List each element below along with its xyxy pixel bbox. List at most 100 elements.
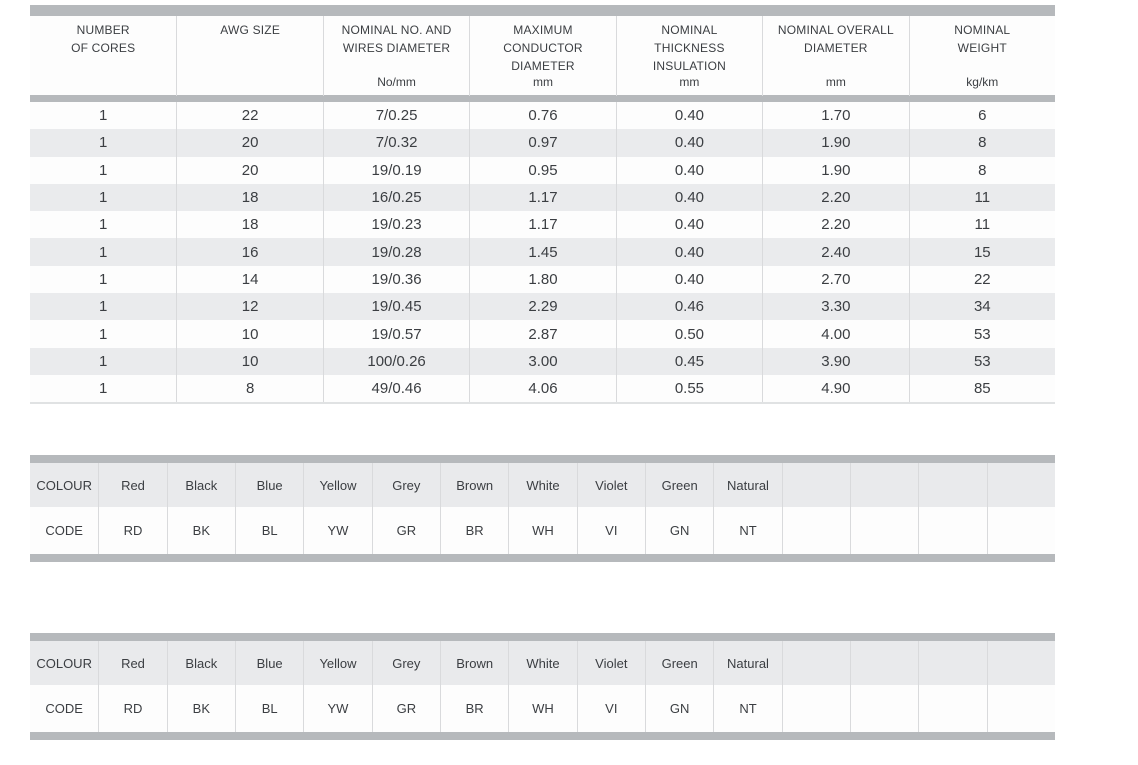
cell-insulation-thickness: 0.55: [615, 374, 762, 403]
cell-no-and-wires-diameter: 7/0.32: [322, 129, 469, 157]
cell-insulation-thickness: 0.40: [615, 156, 762, 184]
colour-code-cell: [918, 507, 986, 554]
cell-insulation-thickness: 0.40: [615, 211, 762, 239]
spec-table-row: 1 8 49/0.46 4.06 0.55 4.90 85: [30, 374, 1055, 403]
colour-name-cell: Black: [166, 641, 235, 685]
col-header-unit: mm: [679, 75, 700, 89]
col-header-label: NOMINAL OVERALL DIAMETER: [777, 23, 894, 55]
colour-name-cell: [918, 641, 986, 685]
colour-name-cell: Grey: [371, 641, 440, 685]
colour-code-cell: RD: [98, 507, 166, 554]
cell-insulation-thickness: 0.45: [615, 347, 762, 375]
cell-awg-size: 10: [176, 347, 322, 375]
colour-name-row: COLOUR Red Black Blue Yellow Grey Brown White Vi…: [30, 463, 1055, 507]
cell-overall-diameter: 4.00: [762, 320, 908, 348]
colour-name-cell: COLOUR: [36, 655, 92, 671]
cell-awg-size: 16: [176, 238, 322, 266]
cell-number-of-cores: 1: [99, 243, 108, 261]
colour-code-row: CODE RD BK BL YW GR BR WH VI GN NT: [30, 685, 1055, 732]
spec-table-header-row: NUMBER OF CORES AWG SIZE NOMINAL NO. AND…: [30, 16, 1055, 96]
cell-awg-size: 20: [176, 156, 322, 184]
cell-max-conductor-diameter: 3.00: [469, 347, 615, 375]
cell-awg-size: 20: [176, 129, 322, 157]
cell-nominal-weight: 34: [908, 293, 1055, 321]
col-header-unit: mm: [825, 75, 846, 89]
colour-code-cell: [986, 685, 1055, 732]
colour-code-cell: GR: [371, 685, 440, 732]
col-header-label: NOMINAL THICKNESS INSULATION: [652, 23, 726, 73]
colour-table-bottom-bar: [30, 732, 1055, 740]
cell-overall-diameter: 4.90: [762, 374, 908, 403]
col-header-unit: mm: [532, 75, 553, 89]
cell-insulation-thickness: 0.40: [615, 129, 762, 157]
cell-overall-diameter: 3.30: [762, 293, 908, 321]
cell-no-and-wires-diameter: 19/0.36: [322, 265, 469, 294]
cell-overall-diameter: 3.90: [762, 347, 908, 375]
colour-name-cell: Natural: [713, 463, 781, 507]
colour-code-cell: [850, 685, 918, 732]
cell-overall-diameter: 1.70: [762, 102, 908, 130]
cell-awg-size: 10: [176, 320, 322, 348]
colour-name-cell: White: [508, 641, 576, 685]
cell-number-of-cores: 1: [99, 161, 108, 179]
cell-overall-diameter: 1.90: [762, 129, 908, 157]
col-header-label: NOMINAL NO. AND WIRES DIAMETER: [341, 23, 452, 55]
colour-name-cell: Violet: [576, 641, 645, 685]
cell-insulation-thickness: 0.46: [615, 293, 762, 321]
cell-no-and-wires-diameter: 19/0.57: [322, 320, 469, 348]
cell-nominal-weight: 22: [908, 265, 1055, 294]
col-header-nominal-overall-diameter: NOMINAL OVERALL DIAMETER mm: [762, 16, 908, 96]
colour-code-table-2: COLOUR Red Black Blue Yellow Grey Brown White Vi…: [30, 633, 1055, 740]
cell-max-conductor-diameter: 1.45: [469, 238, 615, 266]
colour-code-cell: CODE: [45, 701, 83, 716]
cell-awg-size: 22: [176, 102, 322, 130]
col-header-nominal-thickness-insulation: NOMINAL THICKNESS INSULATION mm: [615, 16, 762, 96]
spec-table-row: 1 18 19/0.23 1.17 0.40 2.20 11: [30, 211, 1055, 239]
cell-awg-size: 12: [176, 293, 322, 321]
cell-nominal-weight: 53: [908, 320, 1055, 348]
cell-insulation-thickness: 0.40: [615, 183, 762, 212]
colour-name-cell: Black: [166, 463, 235, 507]
spec-table-row: 1 12 19/0.45 2.29 0.46 3.30 34: [30, 293, 1055, 321]
col-header-number-of-cores: NUMBER OF CORES: [30, 16, 176, 96]
col-header-nominal-weight: NOMINAL WEIGHT kg/km: [908, 16, 1055, 96]
cell-number-of-cores: 1: [99, 189, 108, 207]
cell-nominal-weight: 8: [908, 156, 1055, 184]
colour-name-cell: Blue: [235, 641, 303, 685]
colour-name-cell: Yellow: [303, 463, 371, 507]
colour-name-cell: Natural: [713, 641, 781, 685]
spec-table-row: 1 10 19/0.57 2.87 0.50 4.00 53: [30, 320, 1055, 348]
cell-number-of-cores: 1: [99, 352, 108, 370]
cell-insulation-thickness: 0.40: [615, 238, 762, 266]
colour-table-top-bar: [30, 455, 1055, 463]
cell-number-of-cores: 1: [99, 107, 108, 125]
cell-nominal-weight: 11: [908, 183, 1055, 212]
colour-code-cell: WH: [508, 685, 576, 732]
cell-no-and-wires-diameter: 19/0.45: [322, 293, 469, 321]
cell-number-of-cores: 1: [99, 298, 108, 316]
colour-code-cell: BK: [166, 685, 235, 732]
cell-overall-diameter: 1.90: [762, 156, 908, 184]
colour-name-cell: [918, 463, 986, 507]
colour-code-table-1: COLOUR Red Black Blue Yellow Grey Brown White Vi…: [30, 455, 1055, 562]
cell-max-conductor-diameter: 0.97: [469, 129, 615, 157]
cell-max-conductor-diameter: 2.29: [469, 293, 615, 321]
col-header-label: MAXIMUM CONDUCTOR DIAMETER: [503, 23, 583, 73]
colour-code-cell: BR: [440, 507, 508, 554]
cell-max-conductor-diameter: 0.76: [469, 102, 615, 130]
colour-name-cell: Green: [645, 641, 713, 685]
colour-code-cell: GN: [645, 685, 713, 732]
cell-number-of-cores: 1: [99, 270, 108, 288]
cell-no-and-wires-diameter: 19/0.23: [322, 211, 469, 239]
colour-code-cell: [918, 685, 986, 732]
colour-code-cell: [781, 685, 850, 732]
cell-max-conductor-diameter: 2.87: [469, 320, 615, 348]
wire-spec-table: NUMBER OF CORES AWG SIZE NOMINAL NO. AND…: [30, 5, 1055, 405]
colour-name-cell: Blue: [235, 463, 303, 507]
colour-name-cell: Yellow: [303, 641, 371, 685]
spec-table-row: 1 16 19/0.28 1.45 0.40 2.40 15: [30, 238, 1055, 266]
colour-table-top-bar: [30, 633, 1055, 641]
colour-name-cell: [986, 641, 1055, 685]
cell-max-conductor-diameter: 1.17: [469, 211, 615, 239]
colour-code-cell: [781, 507, 850, 554]
